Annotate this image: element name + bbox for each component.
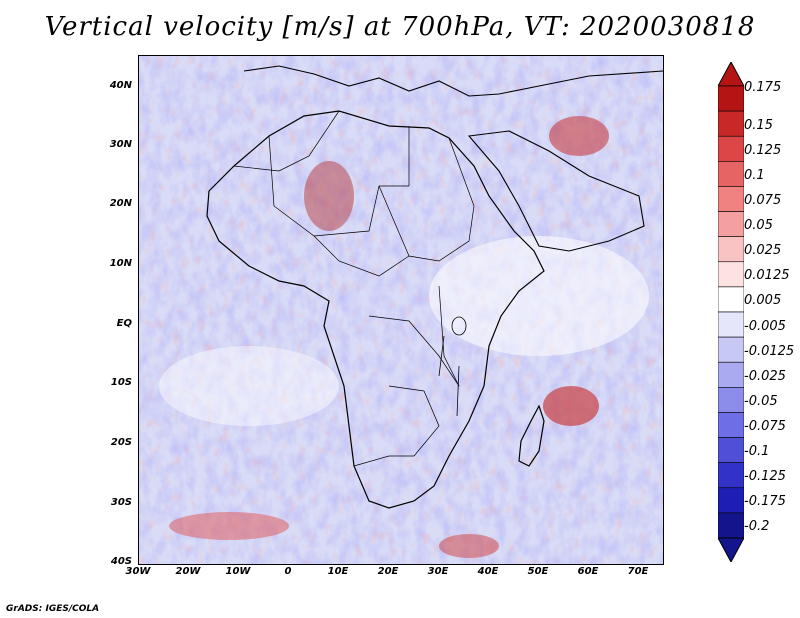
field-ascent-madagascar-east	[543, 386, 599, 426]
map-title: Vertical velocity [m/s] at 700hPa, VT: 2…	[44, 12, 756, 42]
colorbar-swatch	[718, 437, 744, 463]
colorbar-swatch	[718, 135, 744, 162]
lon-tick-20e: 20E	[377, 566, 399, 577]
field-ascent-south-africa-coast	[439, 534, 499, 558]
colorbar-swatch	[718, 387, 744, 413]
lon-tick-30e: 30E	[427, 566, 449, 577]
lon-tick-30w: 30W	[125, 566, 151, 577]
colorbar-label: 0.125	[744, 143, 782, 158]
field-ascent-middle-east	[549, 116, 609, 156]
colorbar-label: -0.0125	[744, 344, 795, 359]
coastline-europe	[243, 65, 663, 97]
country-borders	[233, 110, 475, 467]
lat-tick-20n: 20N	[109, 198, 132, 209]
grads-credit: GrADS: IGES/COLA	[6, 604, 100, 614]
field-ascent-south-atlantic	[169, 512, 289, 540]
colorbar-swatch	[718, 236, 744, 263]
lon-tick-0: 0	[284, 566, 292, 577]
colorbar	[718, 62, 744, 562]
field-weak-zone-atlantic	[159, 346, 339, 426]
colorbar-swatch	[718, 512, 744, 539]
lon-tick-40e: 40E	[477, 566, 499, 577]
lon-tick-60e: 60E	[577, 566, 599, 577]
colorbar-label: 0.15	[744, 118, 773, 133]
colorbar-label: 0.005	[744, 293, 782, 308]
colorbar-swatch	[718, 211, 744, 237]
colorbar-label: -0.175	[744, 494, 786, 509]
coastline-madagascar	[518, 404, 545, 467]
colorbar-swatch	[718, 412, 744, 438]
lon-tick-10w: 10W	[225, 566, 251, 577]
coastline-arabia	[467, 130, 645, 252]
rift-lakes	[438, 335, 460, 417]
lon-tick-50e: 50E	[527, 566, 549, 577]
colorbar-label: -0.025	[744, 369, 786, 384]
lat-tick-40s: 40S	[110, 556, 132, 567]
colorbar-swatch	[718, 261, 744, 288]
colorbar-swatch	[718, 462, 744, 489]
colorbar-swatch	[718, 161, 744, 187]
lat-tick-40n: 40N	[109, 80, 132, 91]
lat-tick-30s: 30S	[110, 497, 132, 508]
field-weak-zone-indian-ocean	[429, 236, 649, 356]
lon-tick-20w: 20W	[175, 566, 201, 577]
colorbar-label: -0.2	[744, 519, 770, 534]
colorbar-swatch	[718, 110, 744, 137]
colorbar-label: 0.1	[744, 168, 765, 183]
colorbar-swatch	[718, 186, 744, 212]
colorbar-label: 0.075	[744, 193, 782, 208]
field-ascent-sahel	[304, 161, 354, 231]
colorbar-swatch	[718, 286, 744, 313]
colorbar-label: -0.005	[744, 319, 786, 334]
colorbar-label: 0.175	[744, 80, 782, 95]
lat-tick-10n: 10N	[109, 258, 132, 269]
lake-victoria	[451, 316, 467, 336]
lon-tick-10e: 10E	[327, 566, 349, 577]
colorbar-label: 0.025	[744, 243, 782, 258]
colorbar-label: 0.0125	[744, 268, 790, 283]
lon-tick-70e: 70E	[627, 566, 649, 577]
colorbar-label: -0.05	[744, 394, 778, 409]
lat-tick-10s: 10S	[110, 377, 132, 388]
vertical-velocity-map	[139, 56, 663, 564]
colorbar-label: 0.05	[744, 218, 773, 233]
colorbar-swatch	[718, 311, 744, 338]
colorbar-label: -0.1	[744, 444, 770, 459]
colorbar-bottom-arrow	[718, 537, 744, 562]
map-panel	[138, 55, 664, 565]
colorbar-swatch	[718, 361, 744, 388]
colorbar-swatch	[718, 85, 744, 112]
coastline-africa	[206, 110, 545, 509]
colorbar-swatch	[718, 336, 744, 363]
lat-tick-eq: EQ	[116, 318, 132, 329]
colorbar-top-arrow	[718, 62, 744, 87]
colorbar-label: -0.075	[744, 419, 786, 434]
lat-tick-20s: 20S	[110, 437, 132, 448]
colorbar-label: -0.125	[744, 469, 786, 484]
colorbar-swatch	[718, 487, 744, 514]
lat-tick-30n: 30N	[109, 139, 132, 150]
